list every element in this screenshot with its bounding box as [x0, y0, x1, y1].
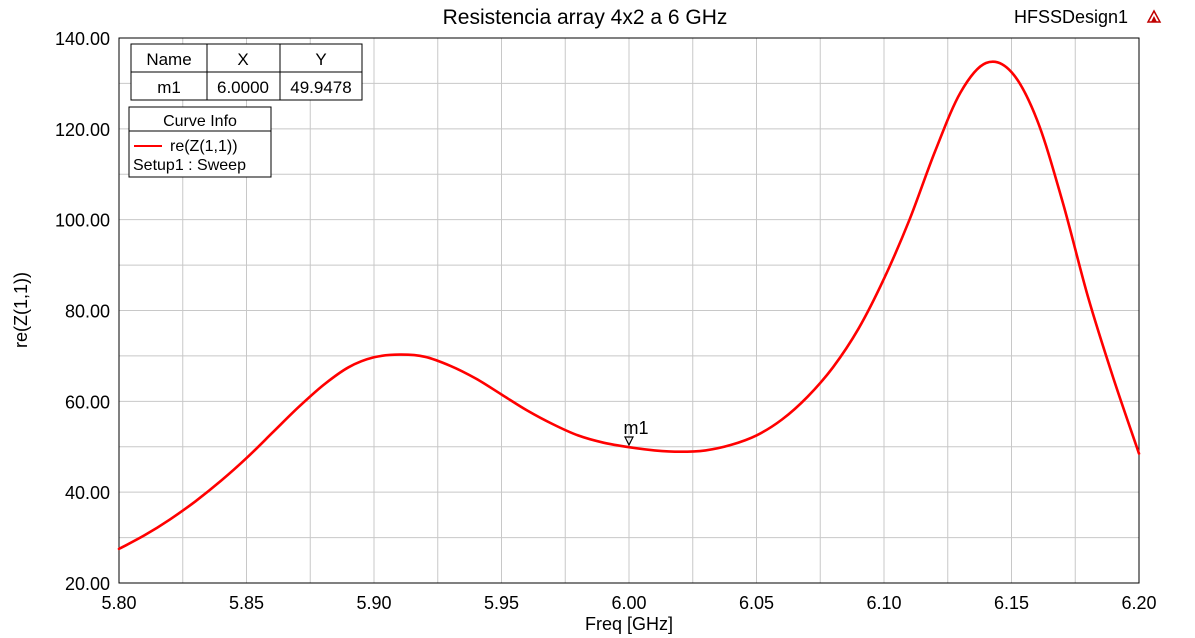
legend-setup: Setup1 : Sweep	[133, 157, 246, 174]
table-header-x: X	[237, 50, 248, 69]
table-cell-y: 49.9478	[290, 78, 351, 97]
marker-triangle-icon	[624, 436, 634, 447]
y-axis-ticks: 20.00 40.00 60.00 80.00 100.00 120.00 140.00	[55, 29, 110, 594]
x-axis-ticks: 5.80 5.85 5.90 5.95 6.00 6.05 6.10 6.15 6.20	[101, 593, 1156, 613]
y-tick-label: 100.00	[55, 211, 110, 231]
y-tick-label: 120.00	[55, 120, 110, 140]
legend-entry: re(Z(1,1))	[170, 138, 238, 155]
y-axis-label: re(Z(1,1))	[11, 272, 31, 348]
y-tick-label: 40.00	[65, 483, 110, 503]
grid	[118, 37, 1140, 584]
x-tick-label: 5.80	[101, 593, 136, 613]
table-header-y: Y	[315, 50, 326, 69]
x-tick-label: 6.15	[994, 593, 1029, 613]
table-header-name: Name	[146, 50, 191, 69]
x-tick-label: 6.05	[739, 593, 774, 613]
x-tick-label: 5.90	[356, 593, 391, 613]
design-name: HFSSDesign1	[1014, 7, 1128, 27]
x-tick-label: 5.85	[229, 593, 264, 613]
legend: Curve Info re(Z(1,1)) Setup1 : Sweep	[128, 106, 272, 178]
y-tick-label: 60.00	[65, 392, 110, 412]
y-tick-label: 140.00	[55, 29, 110, 49]
series-line-rez11	[117, 60, 1141, 551]
chart-title: Resistencia array 4x2 a 6 GHz	[443, 6, 728, 29]
ansys-logo-icon	[1146, 9, 1162, 23]
y-tick-label: 20.00	[65, 574, 110, 594]
marker-m1[interactable]: m1	[623, 418, 649, 447]
plot-area	[118, 37, 1140, 584]
x-tick-label: 6.20	[1121, 593, 1156, 613]
y-tick-label: 80.00	[65, 302, 110, 322]
table-cell-x: 6.0000	[217, 78, 269, 97]
x-tick-label: 5.95	[484, 593, 519, 613]
table-cell-name: m1	[157, 78, 181, 97]
marker-label: m1	[623, 418, 648, 438]
marker-table: Name X Y m1 6.0000 49.9478	[130, 43, 363, 101]
x-tick-label: 6.00	[611, 593, 646, 613]
x-tick-label: 6.10	[866, 593, 901, 613]
legend-title: Curve Info	[163, 113, 237, 130]
x-axis-label: Freq [GHz]	[585, 614, 673, 634]
